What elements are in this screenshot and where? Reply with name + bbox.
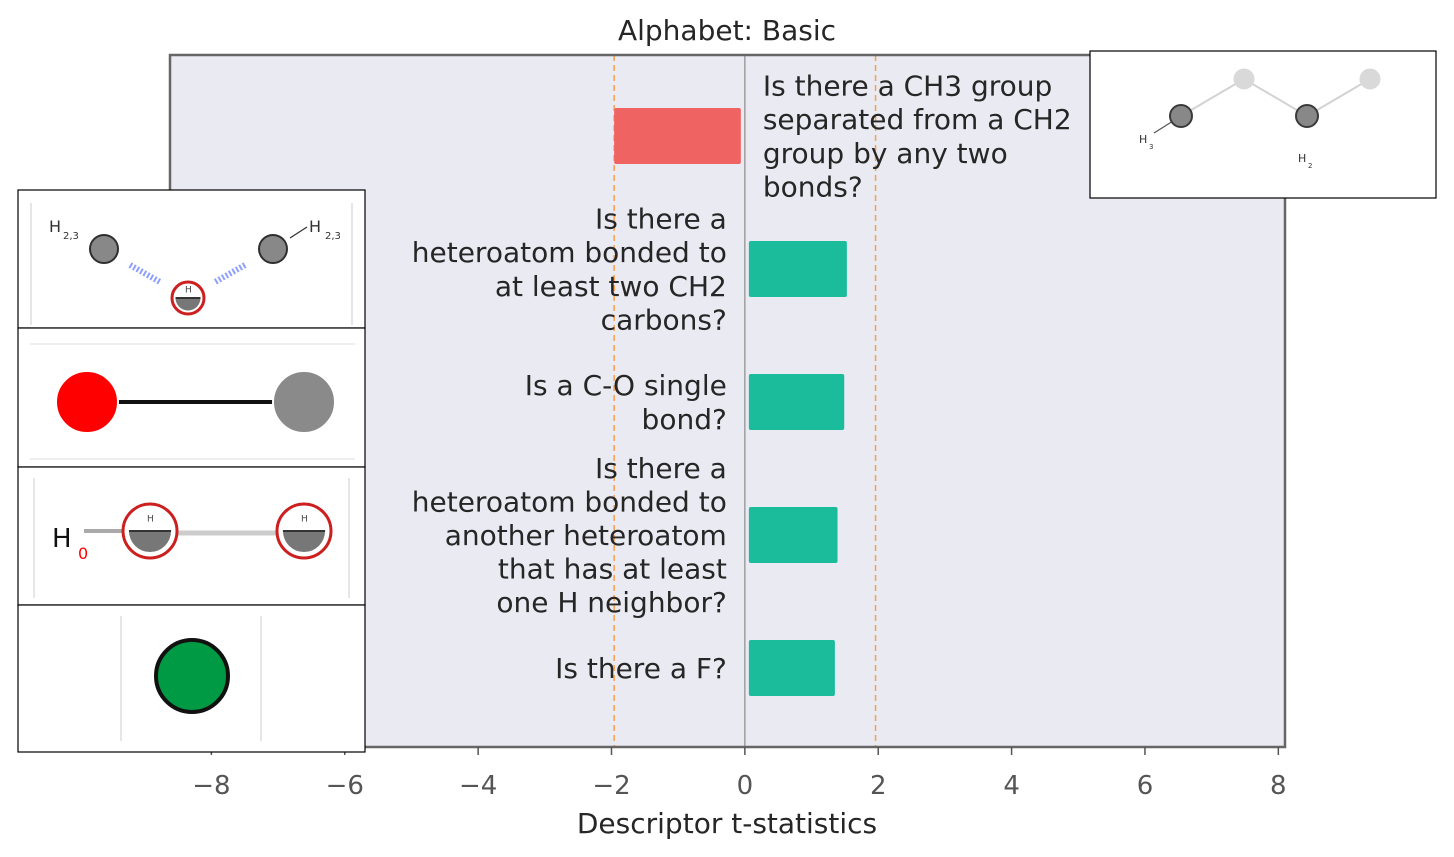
chart-title: Alphabet: Basic: [618, 14, 836, 47]
fluorine-atom-icon: [17, 604, 366, 753]
svg-text:H: H: [309, 217, 321, 236]
svg-text:H: H: [1298, 152, 1306, 165]
x-tick-label: −8: [192, 771, 230, 801]
svg-text:2,3: 2,3: [325, 231, 341, 242]
svg-text:2,3: 2,3: [63, 231, 79, 242]
x-tick-label: 6: [1137, 771, 1154, 801]
svg-text:H: H: [49, 217, 61, 236]
x-tick-label: −4: [459, 771, 497, 801]
c-o-single-bond-icon: [17, 327, 366, 468]
svg-text:H: H: [301, 515, 308, 525]
heteroatom-heteroatom-h-fragment-icon: H HH 0: [17, 466, 366, 606]
svg-text:3: 3: [1149, 143, 1153, 151]
svg-text:2: 2: [1308, 162, 1312, 170]
x-tick-label: −6: [326, 771, 364, 801]
bar: [748, 507, 838, 563]
bar: [614, 108, 741, 164]
x-tick-label: 4: [1003, 771, 1020, 801]
svg-text:H: H: [52, 524, 72, 554]
heteroatom-two-ch2-fragment-icon: HH2,3H2,3: [17, 189, 366, 329]
x-tick-label: 8: [1270, 771, 1287, 801]
bar-label: Is there a heteroatom bonded to at least t…: [412, 203, 727, 337]
svg-text:H: H: [147, 515, 154, 525]
bar-label: Is there a heteroatom bonded to another he…: [412, 452, 727, 619]
bar: [748, 374, 845, 430]
x-tick-label: 0: [737, 771, 754, 801]
bar-label: Is a C-O single bond?: [525, 369, 727, 436]
svg-text:0: 0: [78, 544, 88, 563]
bar-label: Is there a F?: [555, 652, 727, 685]
x-tick-label: 2: [870, 771, 887, 801]
bar-label: Is there a CH3 group separated from a CH2…: [763, 70, 1072, 204]
x-tick-label: −2: [592, 771, 630, 801]
x-axis-label: Descriptor t-statistics: [577, 807, 877, 840]
svg-text:H: H: [1139, 133, 1147, 146]
bar: [748, 241, 847, 297]
svg-text:H: H: [185, 285, 192, 295]
bar: [748, 640, 835, 696]
